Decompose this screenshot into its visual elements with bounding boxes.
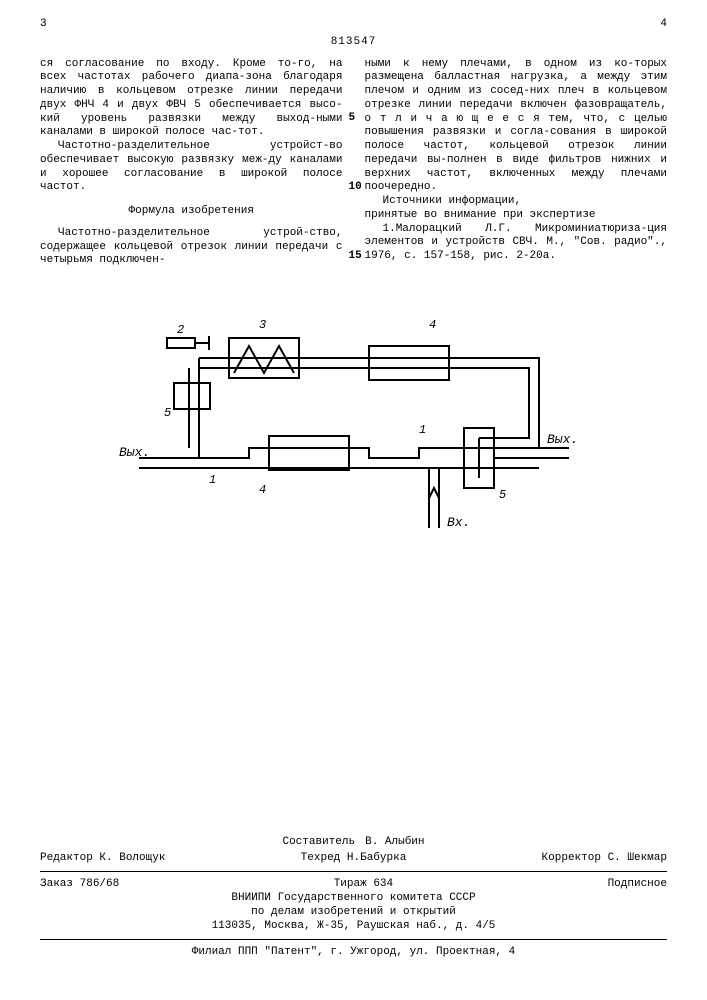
svg-text:5: 5 xyxy=(164,406,171,420)
credits-block: Составитель В. Алыбин Редактор К. Волощу… xyxy=(40,836,667,960)
sources-sub: принятые во внимание при экспертизе xyxy=(365,209,668,223)
divider xyxy=(40,871,667,872)
svg-text:4: 4 xyxy=(429,318,436,332)
line-number: 15 xyxy=(349,250,362,264)
svg-text:Вых.: Вых. xyxy=(547,432,578,447)
svg-text:2: 2 xyxy=(177,323,184,337)
para: Частотно-разделительное устрой-ство, сод… xyxy=(40,227,343,268)
page-num-left: 3 xyxy=(40,18,47,32)
svg-text:5: 5 xyxy=(499,488,506,502)
divider xyxy=(40,939,667,940)
staff-row: Редактор К. Волощук Техред Н.Бабурка Кор… xyxy=(40,852,667,866)
page-num-right: 4 xyxy=(660,18,667,32)
reference: 1.Малорацкий Л.Г. Микроминиатюриза-ция э… xyxy=(365,223,668,264)
corrector: Корректор С. Шекмар xyxy=(542,852,667,866)
page: 3 4 813547 ся согласование по входу. Кро… xyxy=(0,0,707,1000)
svg-text:1: 1 xyxy=(419,423,426,437)
editor: Редактор К. Волощук xyxy=(40,852,165,866)
subscription: Подписное xyxy=(608,878,667,892)
org-line: Филиал ППП "Патент", г. Ужгород, ул. Про… xyxy=(40,946,667,960)
diagram-svg: 2 3 4 5 4 5 Вых. 1 Вых. 1 Вх. xyxy=(119,298,589,558)
formula-title: Формула изобретения xyxy=(40,205,343,219)
compiler-row: Составитель В. Алыбин xyxy=(40,836,667,850)
org-line: ВНИИПИ Государственного комитета СССР xyxy=(40,892,667,906)
line-number: 10 xyxy=(349,181,362,195)
publication-row: Заказ 786/68 Тираж 634 Подписное xyxy=(40,878,667,892)
sources-title: Источники информации, xyxy=(365,195,668,209)
svg-text:Вх.: Вх. xyxy=(447,515,470,530)
para: Частотно-разделительное устройст-во обес… xyxy=(40,140,343,195)
line-number: 5 xyxy=(349,112,356,126)
tirage: Тираж 634 xyxy=(334,878,393,892)
patent-number: 813547 xyxy=(40,36,667,50)
techred: Техред Н.Бабурка xyxy=(301,852,407,866)
addr-line: 113035, Москва, Ж-35, Раушская наб., д. … xyxy=(40,920,667,934)
svg-text:Вых.: Вых. xyxy=(119,445,150,460)
text-columns: ся согласование по входу. Кроме то-го, н… xyxy=(40,58,667,269)
svg-text:3: 3 xyxy=(259,318,266,332)
right-column: 5 10 15 ными к нему плечами, в одном из … xyxy=(365,58,668,269)
circuit-diagram: 2 3 4 5 4 5 Вых. 1 Вых. 1 Вх. xyxy=(40,298,667,558)
header-row: 3 4 xyxy=(40,18,667,32)
para: ся согласование по входу. Кроме то-го, н… xyxy=(40,58,343,141)
compiler-name: В. Алыбин xyxy=(365,836,424,850)
para: ными к нему плечами, в одном из ко-торых… xyxy=(365,58,668,196)
org-line: по делам изобретений и открытий xyxy=(40,906,667,920)
svg-text:1: 1 xyxy=(209,473,216,487)
svg-text:4: 4 xyxy=(259,483,266,497)
left-column: ся согласование по входу. Кроме то-го, н… xyxy=(40,58,343,269)
compiler-label: Составитель xyxy=(282,836,355,850)
order: Заказ 786/68 xyxy=(40,878,119,892)
